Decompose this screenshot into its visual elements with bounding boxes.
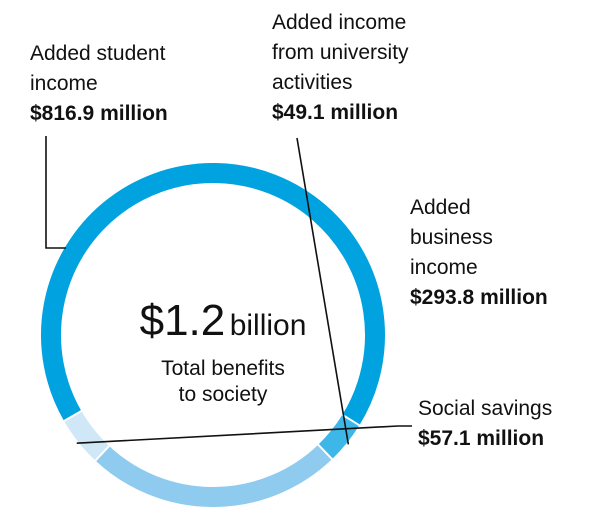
label-social-savings: Social savings $57.1 million <box>418 394 552 454</box>
leader-university-income <box>296 137 350 445</box>
total-amount-unit: billion <box>229 309 307 342</box>
slice-business-income <box>95 444 333 507</box>
total-amount: $1.2 billion <box>98 296 348 356</box>
slice-student-income <box>41 163 385 426</box>
label-line: Added <box>410 196 471 219</box>
value-label: $816.9 million <box>30 102 168 125</box>
slice-separator <box>62 409 83 423</box>
label-business-income: Added business income $293.8 million <box>410 193 548 313</box>
label-student-income: Added student income $816.9 million <box>30 39 168 129</box>
leader-student-income <box>45 136 66 249</box>
value-label: $57.1 million <box>418 427 545 450</box>
slice-separator <box>340 413 361 427</box>
total-caption-line: to society <box>178 383 268 406</box>
label-line: Added student <box>30 42 166 65</box>
total-amount-number: $1.2 <box>139 296 226 345</box>
label-line: Added income <box>272 11 407 34</box>
total-caption-line: Total benefits <box>161 357 285 380</box>
center-total: $1.2 billion Total benefits to society <box>98 296 348 408</box>
label-line: activities <box>272 71 353 94</box>
value-label: $293.8 million <box>410 286 548 309</box>
label-line: Social savings <box>418 397 553 420</box>
slice-separator <box>316 443 334 461</box>
leader-social-savings <box>76 425 412 444</box>
label-university-income: Added income from university activities … <box>272 8 409 128</box>
label-line: from university <box>272 41 409 64</box>
value-label: $49.1 million <box>272 101 399 124</box>
slice-separator <box>94 444 111 462</box>
label-line: income <box>410 256 478 279</box>
label-line: income <box>30 72 98 95</box>
slice-social-savings <box>64 410 110 461</box>
label-line: business <box>410 226 493 249</box>
